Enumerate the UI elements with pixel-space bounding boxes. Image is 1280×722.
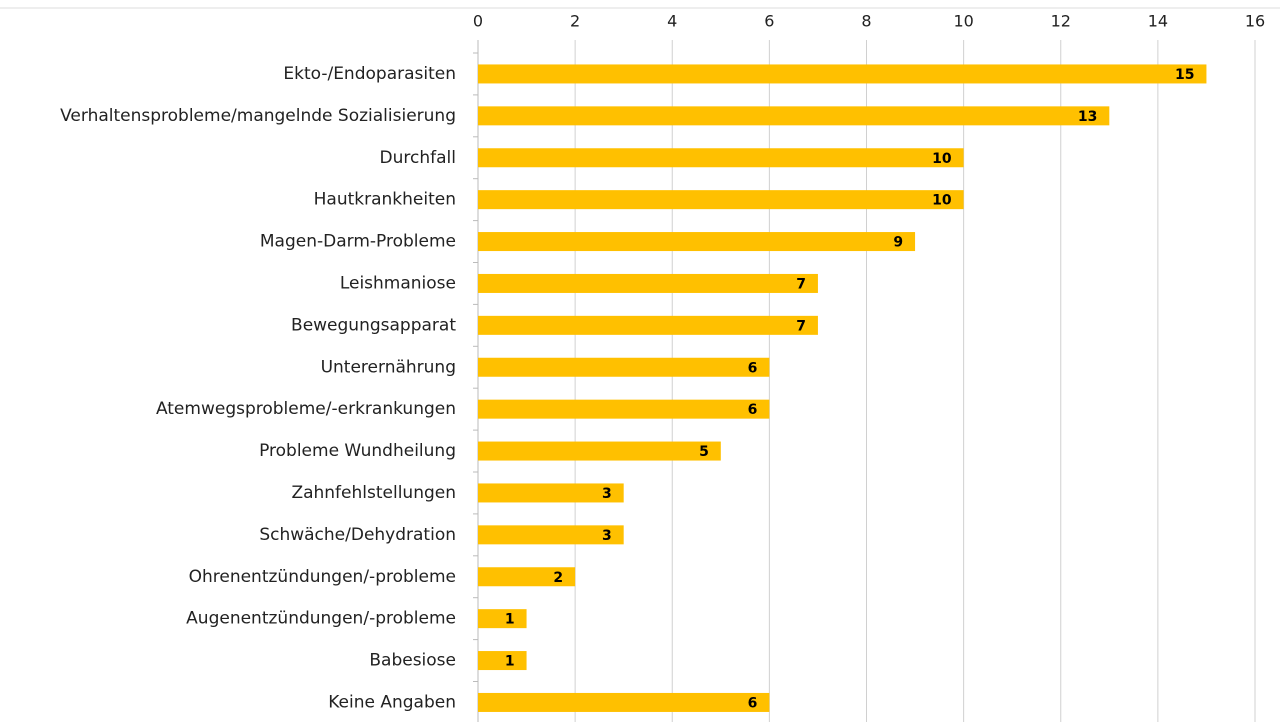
y-tick-label: Keine Angaben [328, 692, 456, 712]
bar [478, 273, 818, 293]
bar [478, 483, 624, 503]
bar [478, 441, 721, 461]
bar [478, 148, 964, 168]
bar [478, 609, 527, 629]
x-tick-label: 12 [1051, 12, 1071, 31]
x-tick-label: 8 [861, 12, 871, 31]
bar [478, 106, 1110, 126]
bar [478, 651, 527, 671]
data-label: 13 [1078, 109, 1097, 125]
x-tick-label: 14 [1148, 12, 1168, 31]
y-tick-label: Augenentzündungen/-probleme [186, 609, 456, 629]
x-tick-label: 16 [1245, 12, 1265, 31]
bar [478, 190, 964, 210]
bar [478, 315, 818, 335]
x-tick-label: 0 [473, 12, 483, 31]
data-label: 1 [505, 612, 515, 628]
y-tick-label: Unterernährung [321, 357, 456, 377]
y-tick-label: Hautkrankheiten [314, 190, 456, 210]
bar [478, 64, 1207, 84]
data-label: 10 [932, 193, 952, 209]
data-label: 1 [505, 654, 515, 670]
data-label: 5 [699, 444, 709, 460]
y-tick-label: Durchfall [380, 148, 456, 168]
data-label: 6 [748, 402, 758, 418]
bar [478, 692, 770, 712]
data-label: 2 [553, 570, 563, 586]
data-label: 9 [893, 235, 903, 251]
data-label: 3 [602, 486, 612, 502]
y-tick-label: Babesiose [369, 651, 456, 671]
data-label: 7 [796, 318, 806, 334]
y-tick-label: Magen-Darm-Probleme [260, 232, 456, 252]
data-label: 6 [748, 360, 758, 376]
data-label: 6 [748, 695, 758, 711]
data-label: 10 [932, 151, 952, 167]
x-tick-label: 4 [667, 12, 677, 31]
y-tick-label: Zahnfehlstellungen [291, 483, 456, 503]
data-label: 15 [1175, 67, 1194, 83]
bar [478, 399, 770, 419]
bar [478, 232, 916, 252]
bar [478, 567, 576, 587]
y-tick-label: Bewegungsapparat [291, 315, 456, 335]
data-label: 3 [602, 528, 612, 544]
bar [478, 357, 770, 377]
x-tick-label: 2 [570, 12, 580, 31]
y-tick-label: Schwäche/Dehydration [259, 525, 456, 545]
y-tick-label: Verhaltensprobleme/mangelnde Sozialisier… [60, 106, 456, 126]
y-tick-label: Probleme Wundheilung [259, 441, 456, 461]
y-tick-label: Atemwegsprobleme/-erkrankungen [156, 399, 456, 419]
x-tick-label: 6 [764, 12, 774, 31]
bar [478, 525, 624, 545]
y-tick-label: Ohrenentzündungen/-probleme [189, 567, 456, 587]
y-tick-label: Ekto-/Endoparasiten [283, 64, 456, 84]
y-tick-label: Leishmaniose [340, 273, 456, 293]
x-tick-label: 10 [953, 12, 973, 31]
data-label: 7 [796, 276, 806, 292]
